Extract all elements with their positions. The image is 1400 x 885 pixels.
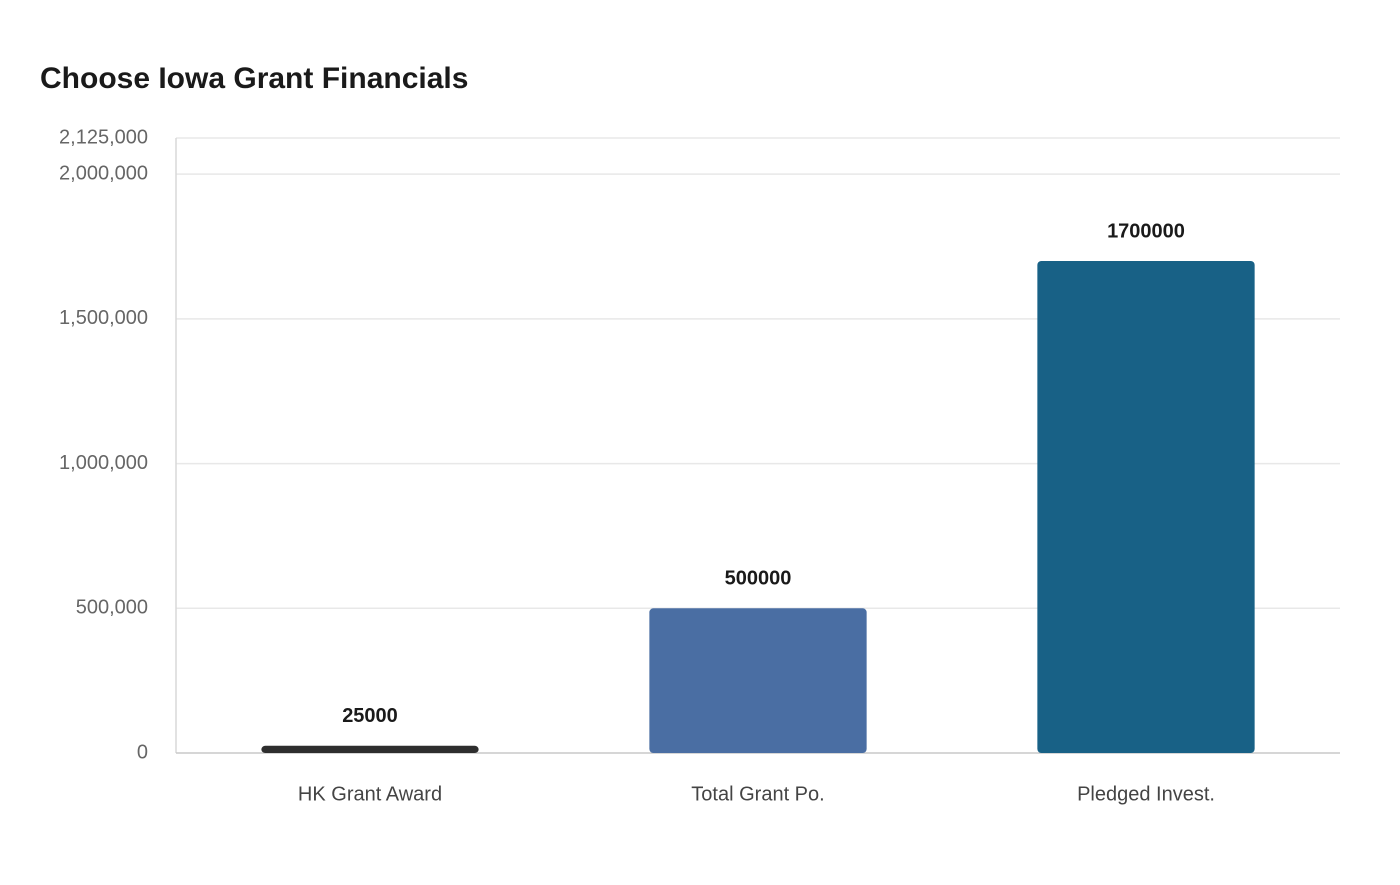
data-label: 25000: [342, 705, 398, 727]
bar: [1037, 261, 1255, 753]
y-tick-label: 0: [137, 741, 148, 763]
x-tick-label: Total Grant Po.: [691, 783, 824, 805]
y-tick-label: 1,000,000: [59, 452, 148, 474]
data-label: 1700000: [1107, 220, 1185, 242]
chart-title: Choose Iowa Grant Financials: [40, 62, 468, 95]
x-tick-label: Pledged Invest.: [1077, 783, 1215, 805]
y-tick-label: 500,000: [76, 597, 148, 619]
bar: [261, 745, 479, 753]
x-tick-label: HK Grant Award: [298, 783, 442, 805]
y-tick-label: 2,000,000: [59, 162, 148, 184]
y-tick-label: 1,500,000: [59, 307, 148, 329]
data-label: 500000: [725, 568, 792, 590]
y-tick-label: 2,125,000: [59, 126, 148, 148]
bar: [649, 608, 867, 753]
